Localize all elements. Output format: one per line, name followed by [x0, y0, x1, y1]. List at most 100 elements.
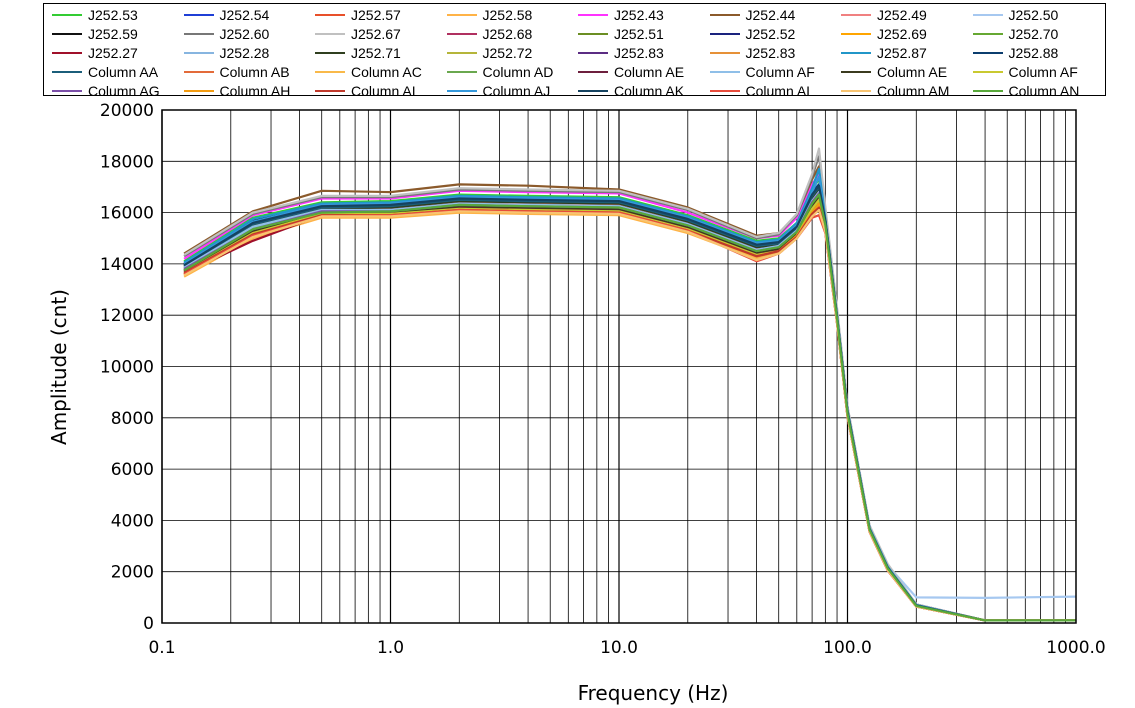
series-line-4	[183, 173, 1076, 622]
series-line-20	[183, 191, 1076, 622]
legend-swatch	[709, 70, 740, 73]
legend-swatch	[315, 32, 345, 35]
series-line-36	[183, 184, 1076, 622]
legend-swatch	[315, 51, 345, 54]
legend-label: Column AF	[745, 63, 815, 80]
legend-label: J252.60	[219, 25, 270, 42]
legend-item: J252.49	[841, 5, 927, 24]
legend-item: J252.27	[52, 43, 138, 62]
legend-swatch	[841, 70, 871, 73]
legend-item: J252.88	[972, 43, 1058, 62]
legend-label: J252.87	[877, 44, 927, 61]
legend-swatch	[709, 51, 740, 54]
y-tick-label: 18000	[100, 152, 154, 172]
legend-swatch	[446, 13, 477, 16]
series-line-32	[183, 192, 1076, 622]
chart-legend: J252.53 J252.54 J252.57 J252.58 J252.43 J252.…	[43, 3, 1106, 99]
legend-item: Column AG	[52, 81, 160, 100]
series-line-28	[183, 196, 1076, 622]
y-tick-label: 12000	[100, 306, 154, 326]
series-line-18	[183, 188, 1076, 622]
legend-swatch	[52, 89, 82, 92]
legend-item: Column AF	[972, 62, 1078, 81]
series-line-7	[183, 193, 1077, 600]
y-tick-label: 16000	[100, 204, 154, 224]
legend-item: J252.59	[52, 24, 138, 43]
legend-swatch	[446, 70, 477, 73]
series-line-6	[183, 191, 1076, 622]
tick-labels: 0 2000 4000 6000 8000 10000 12000 14000 16000 180…	[100, 101, 1106, 658]
legend-swatch	[578, 32, 608, 35]
series-line-24	[183, 185, 1076, 622]
legend-swatch	[841, 32, 871, 35]
legend-label: J252.67	[351, 25, 401, 42]
legend-swatch	[446, 32, 477, 35]
series-line-33	[183, 202, 1076, 622]
series-line-19	[183, 197, 1076, 622]
legend-swatch	[315, 70, 345, 73]
legend-item: Column AI	[315, 81, 416, 100]
legend-label: Column AD	[482, 63, 554, 80]
series-line-34	[183, 206, 1076, 622]
series-line-25	[183, 203, 1076, 622]
legend-swatch	[578, 51, 608, 54]
y-tick-label: 6000	[111, 460, 154, 480]
legend-swatch	[972, 51, 1003, 54]
legend-item: Column AC	[315, 62, 422, 81]
legend-item: J252.28	[183, 43, 269, 62]
legend-label: Column AB	[219, 63, 290, 80]
x-tick-label: 10.0	[600, 638, 638, 658]
legend-item: J252.68	[446, 24, 532, 43]
legend-item: Column AE	[578, 62, 684, 81]
y-axis-title: Amplitude (cnt)	[47, 289, 71, 445]
legend-item: J252.83	[709, 43, 795, 62]
legend-item: Column AD	[446, 62, 554, 81]
legend-item: J252.53	[52, 5, 138, 24]
series-line-2	[183, 201, 1076, 622]
legend-item: Column AE	[841, 62, 947, 81]
legend-label: Column AK	[614, 82, 685, 99]
series-line-37	[183, 208, 1076, 622]
legend-item: Column AB	[183, 62, 290, 81]
y-tick-label: 4000	[111, 511, 154, 531]
x-tick-label: 1000.0	[1046, 638, 1105, 658]
y-tick-label: 20000	[100, 101, 154, 121]
legend-label: J252.57	[351, 6, 401, 23]
series-line-17	[183, 193, 1076, 622]
series-line-29	[183, 191, 1076, 622]
legend-item: J252.87	[841, 43, 927, 62]
legend-label: J252.83	[614, 44, 664, 61]
legend-item: Column AJ	[446, 81, 550, 100]
legend-item: Column AL	[709, 81, 814, 100]
series-line-39	[183, 193, 1076, 622]
legend-swatch	[578, 89, 608, 92]
legend-label: Column AN	[1008, 82, 1080, 99]
legend-item: Column AH	[183, 81, 290, 100]
legend-label: Column AC	[351, 63, 422, 80]
legend-swatch	[183, 89, 214, 92]
legend-item: J252.67	[315, 24, 401, 43]
legend-item: Column AA	[52, 62, 158, 81]
legend-swatch	[841, 13, 871, 16]
legend-swatch	[183, 13, 214, 16]
series-line-0	[183, 178, 1076, 622]
legend-item: J252.51	[578, 24, 664, 43]
legend-label: Column AF	[1008, 63, 1078, 80]
legend-label: J252.49	[877, 6, 927, 23]
legend-swatch	[315, 89, 345, 92]
legend-swatch	[972, 89, 1003, 92]
x-axis-title: Frequency (Hz)	[578, 681, 729, 705]
series-line-12	[183, 196, 1076, 622]
legend-label: Column AE	[614, 63, 685, 80]
legend-item: J252.72	[446, 43, 532, 62]
legend-swatch	[446, 51, 477, 54]
legend-item: J252.60	[183, 24, 270, 43]
legend-swatch	[972, 32, 1003, 35]
legend-item: J252.57	[315, 5, 401, 24]
legend-label: J252.71	[351, 44, 401, 61]
legend-swatch	[841, 89, 871, 92]
legend-swatch	[183, 51, 214, 54]
series-line-16	[183, 208, 1076, 622]
legend-swatch	[578, 13, 608, 16]
series-line-5	[183, 165, 1076, 622]
